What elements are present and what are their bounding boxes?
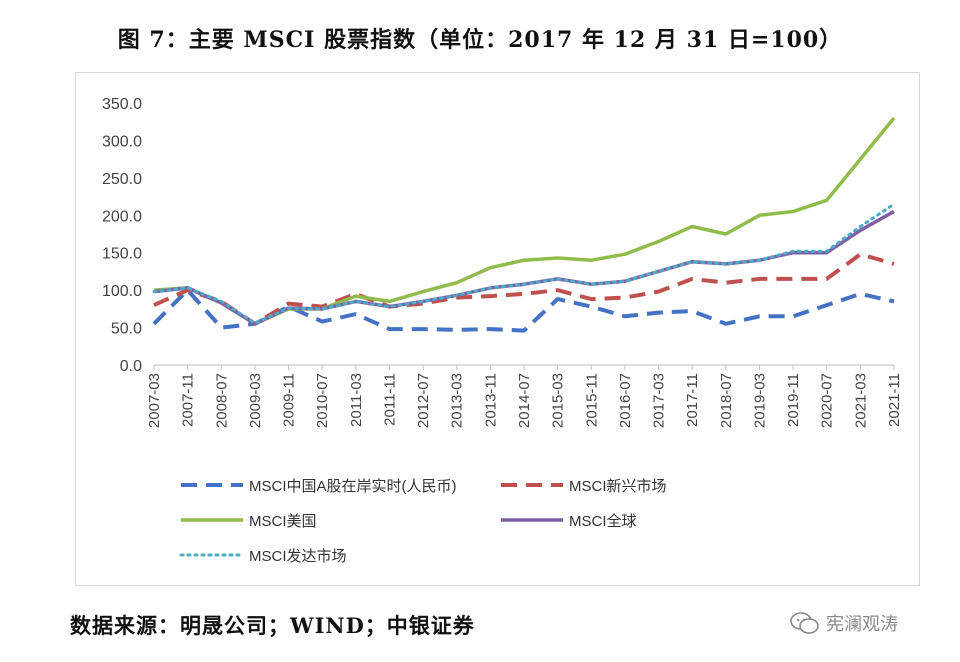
wechat-icon [790,612,819,634]
legend-label-4: MSCI发达市场 [249,548,347,565]
watermark-text: 宪澜观涛 [826,614,898,635]
x-tick-label: 2009-11 [281,373,298,427]
x-tick-label: 2008-07 [213,373,230,428]
y-tick-label: 350.0 [102,96,142,113]
x-tick-label: 2012-07 [415,373,432,428]
x-tick-label: 2021-11 [886,373,903,427]
x-tick-label: 2009-03 [247,373,264,428]
y-tick-label: 0.0 [120,358,142,375]
y-tick-label: 100.0 [102,283,142,300]
x-tick-label: 2019-11 [785,373,802,427]
x-tick-label: 2020-07 [819,373,836,428]
y-tick-label: 50.0 [111,321,142,338]
y-tick-label: 300.0 [102,133,142,150]
series-line-2 [153,116,896,326]
x-tick-label: 2015-03 [550,373,567,428]
series-line-3 [153,209,895,326]
chart-title: 图 7：主要 MSCI 股票指数（单位：2017 年 12 月 31 日=100… [117,27,843,53]
legend-label-1: MSCI新兴市场 [569,478,667,495]
x-tick-label: 2011-11 [381,373,398,426]
data-source: 数据来源：明晟公司；WIND；中银证券 [70,613,475,638]
x-tick-label: 2014-07 [516,373,533,428]
x-tick-label: 2010-07 [314,373,331,428]
y-tick-label: 150.0 [102,246,142,263]
x-tick-label: 2013-11 [482,373,499,427]
x-tick-label: 2013-03 [449,373,466,428]
legend-label-3: MSCI全球 [569,512,637,530]
x-tick-label: 2018-07 [718,373,735,428]
x-tick-label: 2016-07 [617,373,634,428]
legend-label-0: MSCI中国A股在岸实时(人民币) [249,478,457,495]
y-tick-label: 250.0 [102,171,142,188]
y-tick-label: 200.0 [102,208,142,225]
x-tick-label: 2019-03 [751,373,768,428]
x-tick-label: 2007-11 [180,373,197,427]
series-line-1 [153,252,895,326]
chart-area: 0.0 50.0 100.0 150.0 200.0 250.0 300.0 350.0 200… [75,72,920,586]
legend-label-2: MSCI美国 [249,513,317,530]
x-tick-label: 2017-11 [684,373,701,427]
x-tick-label: 2021-03 [852,373,869,428]
x-tick-label: 2017-03 [651,373,668,428]
series-line-0 [152,288,895,333]
x-tick-label: 2015-11 [583,373,600,427]
x-tick-label: 2007-03 [146,373,163,428]
line-chart: 0.0 50.0 100.0 150.0 200.0 250.0 300.0 350.0 200… [102,96,903,565]
series-line-4 [152,202,896,325]
watermark: 宪澜观涛 [790,610,898,636]
x-tick-label: 2011-03 [348,373,365,427]
